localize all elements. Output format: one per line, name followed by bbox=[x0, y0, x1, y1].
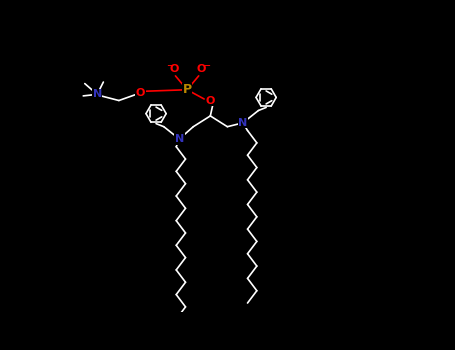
Text: −: − bbox=[166, 61, 173, 70]
Text: N: N bbox=[92, 89, 102, 99]
Text: N: N bbox=[175, 134, 184, 144]
Text: O: O bbox=[197, 64, 206, 74]
Text: O: O bbox=[169, 64, 178, 74]
Text: O: O bbox=[136, 88, 145, 98]
Text: N: N bbox=[238, 118, 248, 128]
Text: O: O bbox=[206, 96, 215, 105]
Text: P: P bbox=[182, 83, 192, 96]
Text: −: − bbox=[203, 61, 210, 70]
